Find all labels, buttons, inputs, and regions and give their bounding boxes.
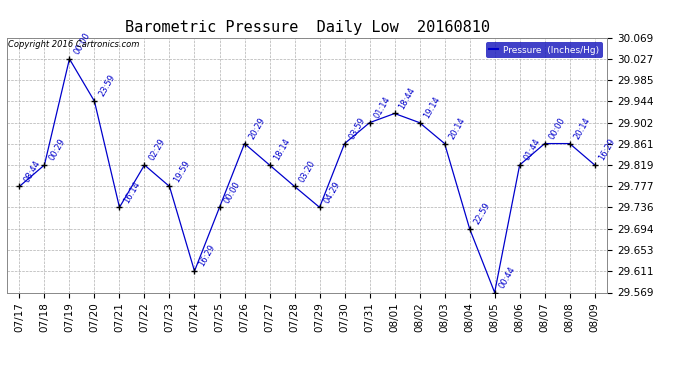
Text: 16:29: 16:29 <box>197 243 217 268</box>
Text: 01:44: 01:44 <box>522 137 542 162</box>
Text: Copyright 2016 Cartronics.com: Copyright 2016 Cartronics.com <box>8 40 139 49</box>
Text: 04:29: 04:29 <box>322 180 342 204</box>
Text: 00:00: 00:00 <box>547 116 567 141</box>
Text: 00:00: 00:00 <box>72 31 92 56</box>
Text: 20:14: 20:14 <box>447 116 467 141</box>
Legend: Pressure  (Inches/Hg): Pressure (Inches/Hg) <box>486 42 602 58</box>
Title: Barometric Pressure  Daily Low  20160810: Barometric Pressure Daily Low 20160810 <box>125 20 489 35</box>
Text: 03:59: 03:59 <box>347 116 367 141</box>
Text: 01:14: 01:14 <box>373 95 392 120</box>
Text: 16:29: 16:29 <box>598 137 617 162</box>
Text: 20:14: 20:14 <box>573 116 592 141</box>
Text: 03:20: 03:20 <box>297 159 317 184</box>
Text: 00:29: 00:29 <box>47 137 67 162</box>
Text: 00:00: 00:00 <box>222 180 242 204</box>
Text: 19:59: 19:59 <box>172 159 192 184</box>
Text: 22:59: 22:59 <box>473 201 492 226</box>
Text: 18:14: 18:14 <box>273 137 292 162</box>
Text: 16:14: 16:14 <box>122 179 142 204</box>
Text: 08:44: 08:44 <box>22 159 42 184</box>
Text: 23:59: 23:59 <box>97 73 117 99</box>
Text: 20:29: 20:29 <box>247 116 267 141</box>
Text: 18:44: 18:44 <box>397 86 417 111</box>
Text: 19:14: 19:14 <box>422 95 442 120</box>
Text: 00:44: 00:44 <box>497 265 517 290</box>
Text: 02:29: 02:29 <box>147 137 167 162</box>
